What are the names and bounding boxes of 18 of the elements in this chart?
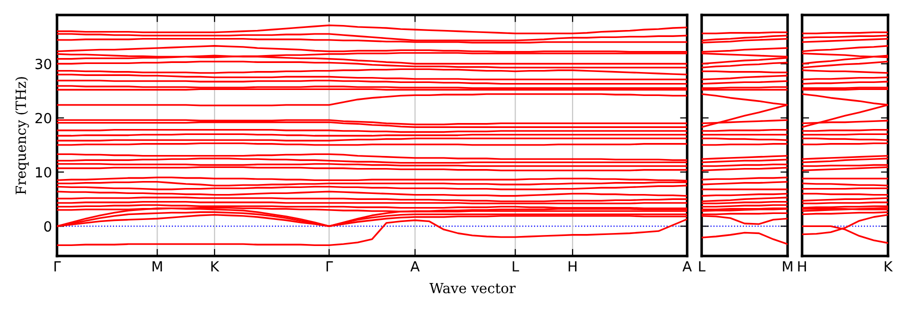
x-tick-label: Γ xyxy=(326,261,333,272)
y-tick-label: 20 xyxy=(35,112,52,124)
x-tick-label: H xyxy=(798,261,806,272)
x-tick-label: H xyxy=(568,261,576,272)
y-tick-label: 0 xyxy=(44,221,52,232)
x-tick-label: K xyxy=(884,261,893,272)
x-axis-title: Wave vector xyxy=(429,282,516,294)
x-tick-label: Γ xyxy=(54,261,61,272)
y-tick-label: 10 xyxy=(36,167,52,178)
x-tick-label: M xyxy=(152,261,162,272)
y-axis-title: Frequency (THz) xyxy=(15,77,29,194)
x-tick-label: L xyxy=(699,261,706,272)
x-tick-label: A xyxy=(682,261,692,272)
x-tick-label: K xyxy=(211,261,220,272)
x-tick-label: A xyxy=(410,261,420,272)
x-tick-label: M xyxy=(782,261,792,272)
x-tick-label: L xyxy=(512,261,520,272)
y-tick-label: 30 xyxy=(36,58,52,70)
